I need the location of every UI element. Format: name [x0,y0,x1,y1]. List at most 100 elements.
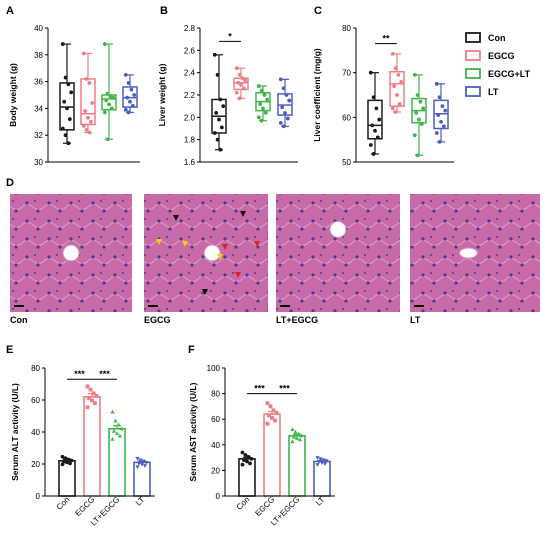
data-point [105,91,110,96]
significance-label: * [228,31,232,41]
arrow-marker [182,241,188,247]
scale-bar [14,305,24,307]
significance-label: *** [254,384,265,394]
box-lt [122,73,138,115]
y-tick-label: 80 [31,364,40,373]
data-point [138,458,143,463]
box-con [59,42,75,146]
data-point [84,77,89,81]
data-point [265,421,270,426]
data-point [63,456,68,461]
data-point [270,416,274,420]
data-point [111,428,117,433]
y-tick-label: 2.0 [184,113,196,122]
bar-lt-egcg [108,409,126,497]
data-point [104,98,109,103]
data-point [113,418,118,423]
data-point [116,422,121,427]
data-point [123,107,128,112]
data-point [68,461,72,466]
image-caption: EGCG [144,315,171,325]
data-point [139,462,145,467]
data-point [117,433,123,438]
bar-egcg [263,401,281,497]
data-point [87,130,92,135]
bar [108,427,126,497]
bar-lt [133,456,151,497]
data-point [212,52,217,57]
scale-bar [148,305,158,307]
data-point [218,147,223,152]
data-point [217,117,221,122]
x-tick-label: Con [235,495,252,512]
legend-label: Con [488,33,506,43]
tissue-section [276,194,400,312]
y-tick-label: 40 [31,428,40,437]
x-tick-label: EGCG [73,495,96,518]
data-point [110,436,115,441]
data-point [93,401,97,406]
data-point [219,125,224,130]
data-point [144,460,149,465]
data-point [284,93,289,97]
data-point [234,66,239,71]
data-point [60,42,65,46]
data-point [397,102,402,106]
box-lt [277,77,293,129]
data-point [375,135,380,140]
y-tick-label: 60 [342,113,351,122]
x-tick-label: EGCG [253,495,276,518]
data-point [281,124,286,129]
image-caption: LT [410,315,421,325]
data-point [119,426,124,431]
data-point [285,116,290,121]
data-point [421,106,426,111]
data-point [373,128,377,133]
data-point [215,137,220,142]
arrow-marker [235,272,241,278]
data-point [234,90,239,95]
data-point [371,95,376,100]
data-point [114,431,120,436]
data-point [240,462,245,467]
box-iqr [367,99,383,140]
y-tick-label: 80 [211,390,220,399]
legend-swatch [465,68,481,79]
y-tick-label: 20 [31,460,40,469]
significance-label: *** [279,384,290,394]
arrow-marker [240,211,246,217]
data-point [374,106,379,111]
data-point [239,83,243,87]
data-point [434,81,439,86]
legend-label: LT [488,87,499,97]
data-point [268,404,273,409]
data-point [86,115,90,120]
data-point [297,437,303,442]
bar [263,413,281,497]
data-point [265,401,270,406]
data-point [237,96,242,101]
data-point [135,465,140,470]
data-point [434,131,439,135]
data-point [322,462,328,467]
data-point [136,461,142,466]
y-tick-label: 32 [34,131,43,140]
data-point [412,133,417,138]
y-axis-title: Liver coefficient (mg/g) [312,48,322,142]
central-vein [459,247,478,259]
data-point [87,81,92,85]
data-point [390,106,395,111]
data-point [135,456,140,461]
arrow-marker [254,241,260,247]
significance-label: ** [382,34,390,44]
image-caption: LT+EGCG [276,315,318,325]
y-tick-label: 60 [211,415,220,424]
data-point [94,394,99,398]
data-point [85,405,90,410]
panel-letter: B [160,5,168,17]
data-point [399,79,404,84]
y-tick-label: 70 [342,69,351,78]
data-point [141,459,146,464]
data-point [296,431,301,436]
data-point [105,137,110,142]
